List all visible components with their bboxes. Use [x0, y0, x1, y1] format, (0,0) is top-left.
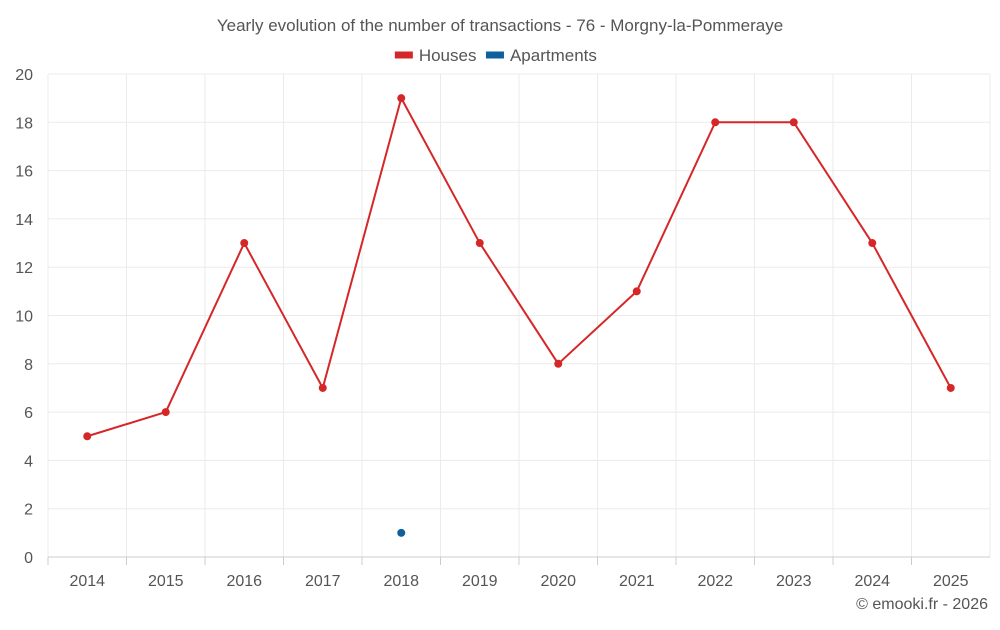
y-tick-label: 4	[24, 453, 33, 470]
data-point-houses[interactable]	[789, 118, 798, 127]
legend-item-apartments[interactable]: Apartments	[485, 46, 597, 65]
y-tick-label: 6	[24, 405, 33, 422]
chart-title: Yearly evolution of the number of transa…	[217, 16, 783, 35]
footer-credit: © emooki.fr - 2026	[856, 596, 988, 613]
x-tick-label: 2017	[305, 573, 341, 590]
legend-label: Apartments	[510, 46, 597, 65]
legend-label: Houses	[419, 46, 477, 65]
x-tick-label: 2014	[69, 573, 105, 590]
y-tick-label: 14	[15, 212, 33, 229]
x-tick-label: 2019	[462, 573, 498, 590]
y-tick-label: 20	[15, 67, 33, 84]
data-point-houses[interactable]	[397, 94, 406, 103]
series-line-houses	[86, 97, 952, 438]
y-tick-label: 8	[24, 357, 33, 374]
data-point-houses[interactable]	[240, 239, 249, 248]
x-tick-label: 2020	[540, 573, 576, 590]
data-point-houses[interactable]	[632, 287, 641, 296]
data-point-houses[interactable]	[868, 239, 877, 248]
legend-swatch	[394, 51, 413, 59]
data-point-houses[interactable]	[318, 383, 327, 392]
y-tick-label: 0	[24, 550, 33, 567]
data-point-houses[interactable]	[946, 383, 955, 392]
legend-swatch	[485, 51, 504, 59]
y-tick-label: 10	[15, 309, 33, 326]
y-axis: 0 2 4 6 8 10 12 14 16 18 20	[15, 67, 33, 567]
y-tick-label: 12	[15, 260, 33, 277]
x-tick-label: 2022	[697, 573, 733, 590]
chart-grid	[47, 73, 991, 558]
chart-legend[interactable]: Houses Apartments	[394, 46, 597, 65]
data-point-houses[interactable]	[711, 118, 720, 127]
x-tick-label: 2025	[933, 573, 969, 590]
data-point-houses[interactable]	[554, 359, 563, 368]
data-point-houses[interactable]	[83, 432, 92, 441]
legend-item-houses[interactable]: Houses	[394, 46, 477, 65]
y-tick-label: 2	[24, 502, 33, 519]
data-point-houses[interactable]	[161, 408, 170, 417]
y-tick-label: 16	[15, 164, 33, 181]
series-apartments	[397, 528, 406, 537]
y-tick-label: 18	[15, 115, 33, 132]
x-tick-label: 2018	[383, 573, 419, 590]
x-axis: 2014 2015 2016 2017 2018 2019 2020 2021 2022 2023…	[47, 556, 990, 590]
series-houses	[83, 94, 955, 441]
x-tick-label: 2024	[854, 573, 890, 590]
data-point-houses[interactable]	[475, 239, 484, 248]
series-layer	[83, 94, 955, 537]
x-tick-label: 2016	[226, 573, 262, 590]
x-tick-label: 2023	[776, 573, 812, 590]
data-point-apartments[interactable]	[397, 528, 406, 537]
x-tick-label: 2021	[619, 573, 655, 590]
x-tick-label: 2015	[148, 573, 184, 590]
